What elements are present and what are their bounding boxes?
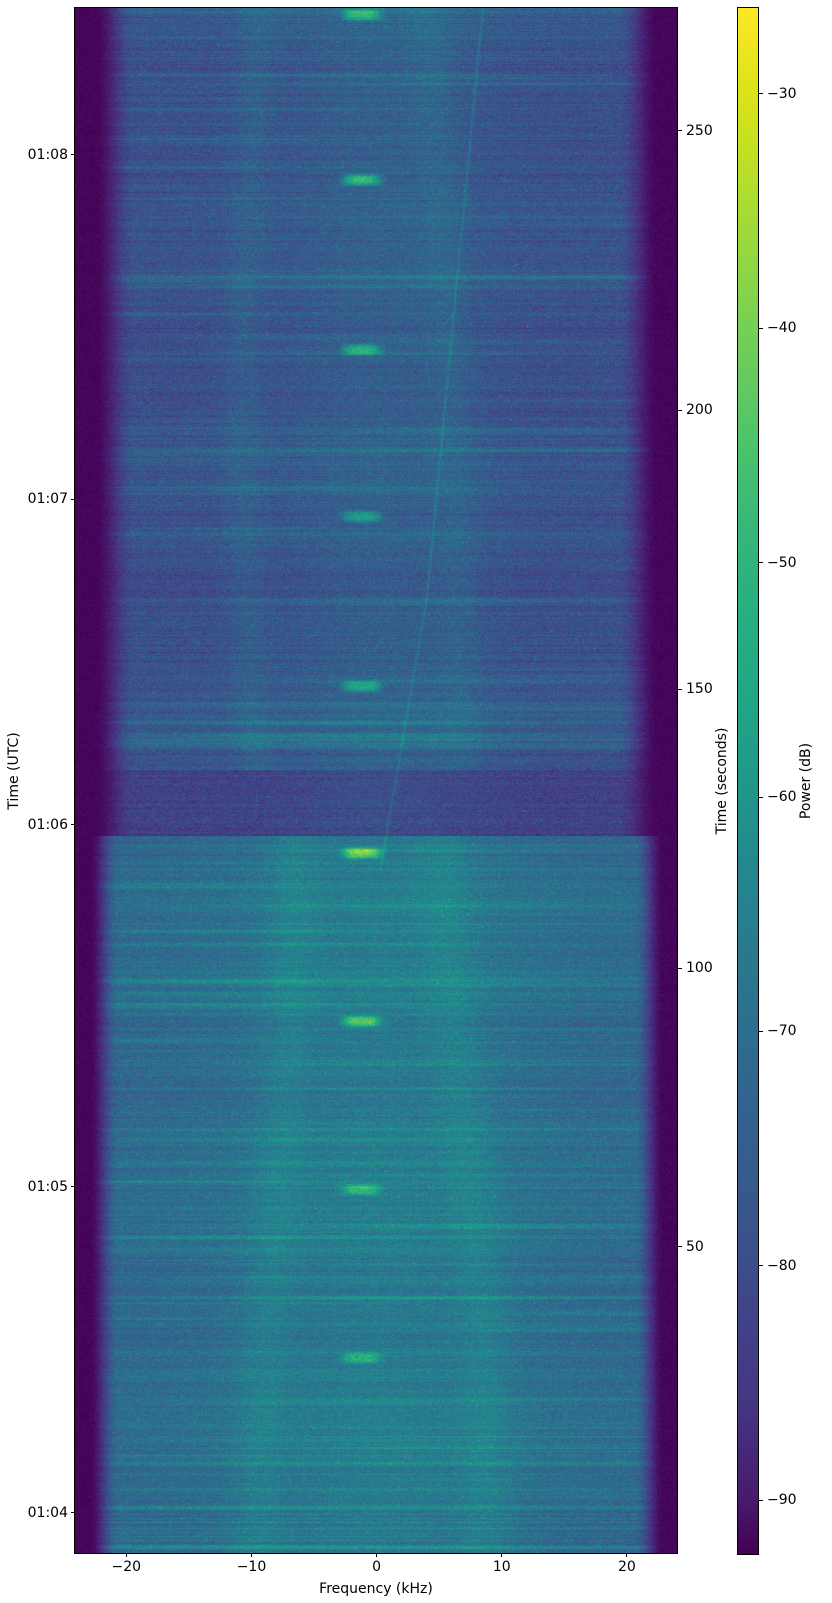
colorbar [737,7,759,1555]
spectrogram-heatmap [75,8,677,1553]
colorbar-tick-label: −30 [767,85,797,102]
plot-area [74,7,678,1554]
seconds-tick-mark [678,130,682,132]
colorbar-tick-label: −90 [767,1492,797,1509]
seconds-tick-label: 200 [686,402,713,418]
x-tick-label: 10 [492,1559,511,1575]
x-tick-label: −10 [236,1559,267,1575]
x-tick-label: −20 [111,1559,142,1575]
seconds-tick-mark [678,409,682,411]
colorbar-tick-mark [759,1265,763,1267]
utc-tick-mark [71,1512,75,1514]
utc-tick-label: 01:05 [27,1178,68,1195]
utc-tick-mark [71,498,75,500]
colorbar-tick-mark [759,562,763,564]
seconds-tick-label: 100 [686,960,713,977]
colorbar-tick-mark [759,796,763,798]
colorbar-tick-label: −40 [767,320,797,337]
seconds-tick-mark [678,688,682,690]
x-tick-mark [501,1553,503,1557]
seconds-tick-label: 50 [686,1238,704,1255]
y-axis-label-utc: Time (UTC) [6,732,22,810]
x-tick-label: 20 [618,1559,636,1575]
colorbar-gradient [738,8,758,1554]
seconds-tick-label: 250 [686,122,713,139]
colorbar-tick-mark [759,327,763,329]
colorbar-tick-mark [759,93,763,95]
x-tick-mark [626,1553,628,1557]
utc-tick-mark [71,1186,75,1188]
utc-tick-mark [71,154,75,156]
colorbar-tick-mark [759,1499,763,1501]
x-tick-label: 0 [372,1559,382,1575]
y-axis-label-seconds: Time (seconds) [714,727,730,835]
x-tick-mark [250,1553,252,1557]
utc-tick-label: 01:08 [27,146,68,163]
colorbar-tick-mark [759,1030,763,1032]
colorbar-tick-label: −70 [767,1023,797,1040]
colorbar-label: Power (dB) [798,742,814,820]
utc-tick-label: 01:06 [27,816,68,833]
colorbar-tick-label: −60 [767,789,797,806]
x-axis-label: Frequency (kHz) [319,1581,433,1597]
seconds-tick-mark [678,1246,682,1248]
utc-tick-mark [71,824,75,826]
seconds-tick-mark [678,967,682,969]
x-tick-mark [376,1553,378,1557]
x-tick-mark [125,1553,127,1557]
utc-tick-label: 01:04 [27,1504,68,1521]
colorbar-tick-label: −50 [767,554,797,571]
seconds-tick-label: 150 [686,681,713,698]
utc-tick-label: 01:07 [27,491,68,507]
colorbar-tick-label: −80 [767,1257,797,1274]
